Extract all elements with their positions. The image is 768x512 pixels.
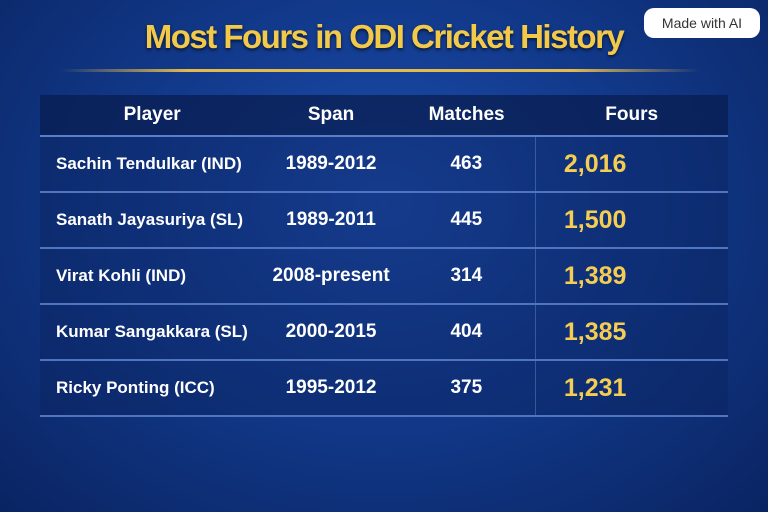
table-cell: Ricky Ponting (ICC) [40,360,265,417]
table-cell: Kumar Sangakkara (SL) [40,304,265,361]
table-cell: 1989-2012 [264,136,398,193]
table-cell: 1,389 [535,248,728,305]
table-cell: 314 [397,248,536,305]
table-row: Virat Kohli (IND) 2008-present 314 1,389 [40,248,728,305]
table-cell: 1989-2011 [264,192,398,249]
table-cell: 463 [397,136,536,193]
table: Player Span Matches Fours Sachin Tendulkar … [40,95,728,417]
table-cell: 375 [397,360,536,417]
table-cell: Sachin Tendulkar (IND) [40,136,265,193]
table-row: Kumar Sangakkara (SL) 2000-2015 404 1,385 [40,304,728,361]
table-cell: 1,385 [535,304,728,361]
table-cell: Sanath Jayasuriya (SL) [40,192,265,249]
table-row: Ricky Ponting (ICC) 1995-2012 375 1,231 [40,360,728,417]
title: Most Fours in ODI Cricket History [144,18,625,55]
table-cell: Virat Kohli (IND) [40,248,265,305]
column-header: Player [40,95,265,137]
table-cell: 2008-present [264,248,398,305]
table-cell: 1,500 [535,192,728,249]
table-cell: 2000-2015 [264,304,398,361]
column-header: Matches [397,95,536,137]
table-cell: 1995-2012 [264,360,398,417]
column-header: Span [264,95,398,137]
table-body: Sachin Tendulkar (IND) 1989-2012 463 2,016 S… [40,136,728,417]
column-header: Fours [535,95,728,137]
ai-badge: Made with AI [644,8,760,38]
table-cell: 2,016 [535,136,728,193]
table-cell: 404 [397,304,536,361]
table-cell: 1,231 [535,360,728,417]
table-cell: 445 [397,192,536,249]
header-row: Player Span Matches Fours [40,95,728,137]
title-underline [60,69,700,72]
table-row: Sachin Tendulkar (IND) 1989-2012 463 2,016 [40,136,728,193]
table-row: Sanath Jayasuriya (SL) 1989-2011 445 1,500 [40,192,728,249]
